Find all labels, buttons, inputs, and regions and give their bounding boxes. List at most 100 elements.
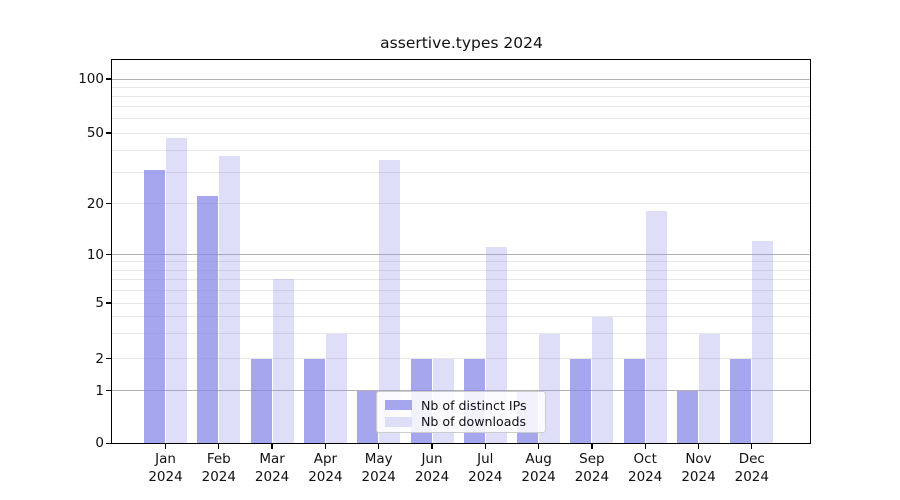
x-tick-mark-feb — [218, 444, 220, 449]
x-tick-month: Dec — [738, 451, 765, 467]
x-tick-year: 2024 — [308, 468, 343, 485]
x-tick-label-apr: Apr 2024 — [293, 451, 357, 486]
y-tick-mark-100 — [105, 78, 112, 80]
x-tick-month: Jun — [421, 451, 443, 467]
x-tick-label-sep: Sep 2024 — [560, 451, 624, 486]
gridline-major-1 — [112, 390, 810, 392]
y-tick-label-100: 100 — [78, 71, 104, 87]
x-tick-mark-dec — [751, 444, 753, 449]
x-tick-mark-jan — [164, 444, 167, 449]
gridline-minor-90 — [112, 86, 810, 88]
legend-item-downloads: Nb of downloads — [385, 414, 537, 431]
x-tick-year: 2024 — [734, 468, 769, 485]
bar-distinct-ips-dec — [730, 358, 752, 444]
gridline-minor-80 — [112, 95, 810, 97]
legend-item-distinct-ips: Nb of distinct IPs — [385, 397, 537, 414]
gridline-minor-50 — [112, 132, 810, 134]
x-tick-label-jul: Jul 2024 — [453, 451, 517, 486]
x-tick-month: Nov — [685, 451, 712, 467]
x-tick-label-nov: Nov 2024 — [667, 451, 731, 486]
x-tick-label-aug: Aug 2024 — [507, 451, 571, 486]
bar-distinct-ips-nov — [677, 390, 698, 444]
gridline-minor-9 — [112, 261, 810, 263]
bar-distinct-ips-jan — [144, 169, 165, 444]
legend-label-downloads: Nb of downloads — [421, 414, 527, 430]
y-tick-mark-10 — [105, 253, 112, 256]
x-tick-month: Mar — [259, 451, 285, 467]
y-tick-mark-20 — [105, 202, 112, 205]
legend-label-distinct-ips: Nb of distinct IPs — [421, 397, 527, 413]
bar-downloads-sep — [592, 316, 614, 444]
x-tick-mark-oct — [644, 444, 646, 449]
x-tick-month: Aug — [525, 451, 552, 467]
bar-downloads-mar — [272, 279, 294, 444]
gridline-major-100 — [112, 78, 810, 80]
y-tick-mark-2 — [105, 357, 112, 360]
bar-distinct-ips-mar — [250, 358, 272, 444]
x-tick-mark-sep — [591, 444, 593, 449]
x-tick-month: Oct — [633, 451, 657, 467]
bar-distinct-ips-sep — [570, 358, 592, 444]
bar-downloads-may — [379, 160, 401, 444]
x-tick-label-dec: Dec 2024 — [720, 451, 784, 486]
x-tick-year: 2024 — [201, 468, 236, 485]
x-tick-year: 2024 — [254, 468, 290, 485]
gridline-minor-3 — [112, 333, 810, 335]
x-tick-month: Jan — [155, 451, 176, 467]
x-tick-month: May — [364, 451, 393, 467]
x-tick-year: 2024 — [681, 468, 716, 485]
x-tick-year: 2024 — [414, 468, 450, 485]
bar-distinct-ips-may — [357, 390, 379, 444]
gridline-minor-6 — [112, 289, 810, 291]
gridline-minor-2 — [112, 358, 810, 359]
bar-distinct-ips-apr — [303, 358, 325, 444]
x-tick-label-jan: Jan 2024 — [134, 451, 198, 486]
x-tick-label-feb: Feb 2024 — [187, 451, 251, 486]
y-tick-mark-5 — [105, 302, 112, 304]
x-tick-mark-jun — [431, 444, 433, 449]
x-tick-mark-aug — [537, 444, 540, 449]
x-tick-label-may: May 2024 — [347, 451, 411, 486]
x-tick-year: 2024 — [628, 468, 663, 485]
x-tick-mark-jul — [484, 444, 486, 449]
legend-swatch-distinct-ips — [385, 400, 412, 411]
gridline-minor-30 — [112, 171, 810, 173]
x-tick-month: Sep — [579, 451, 605, 467]
legend-swatch-downloads — [385, 416, 412, 427]
bar-downloads-nov — [699, 333, 720, 444]
bar-distinct-ips-feb — [197, 196, 219, 444]
x-tick-month: Apr — [313, 451, 338, 467]
x-tick-year: 2024 — [468, 468, 503, 485]
y-tick-mark-50 — [105, 132, 112, 134]
gridline-minor-4 — [112, 316, 810, 318]
y-tick-label-0: 0 — [95, 435, 104, 452]
x-tick-mark-may — [378, 444, 380, 449]
bar-downloads-oct — [645, 211, 667, 444]
gridline-major-10 — [112, 254, 810, 255]
x-tick-mark-mar — [271, 444, 273, 449]
bar-downloads-dec — [752, 241, 774, 444]
x-tick-month: Feb — [206, 451, 231, 467]
y-tick-label-50: 50 — [86, 125, 104, 141]
bar-distinct-ips-oct — [623, 358, 645, 444]
y-tick-label-20: 20 — [86, 195, 104, 212]
gridline-minor-7 — [112, 278, 810, 280]
y-tick-mark-0 — [105, 442, 112, 444]
x-tick-mark-apr — [324, 444, 327, 449]
bar-downloads-feb — [219, 156, 241, 444]
x-tick-year: 2024 — [148, 468, 183, 485]
x-tick-label-oct: Oct 2024 — [613, 451, 677, 486]
gridline-minor-5 — [112, 302, 810, 304]
y-tick-label-5: 5 — [95, 295, 104, 311]
chart-title: assertive.types 2024 — [380, 34, 543, 52]
y-tick-mark-1 — [105, 390, 112, 392]
gridline-minor-40 — [112, 149, 810, 151]
gridline-minor-60 — [112, 118, 810, 120]
x-tick-month: Jul — [477, 451, 494, 467]
bar-downloads-apr — [325, 333, 347, 444]
gridline-minor-70 — [112, 106, 810, 108]
x-tick-label-jun: Jun 2024 — [400, 451, 464, 486]
x-tick-label-mar: Mar 2024 — [240, 451, 304, 486]
gridline-minor-20 — [112, 203, 810, 204]
